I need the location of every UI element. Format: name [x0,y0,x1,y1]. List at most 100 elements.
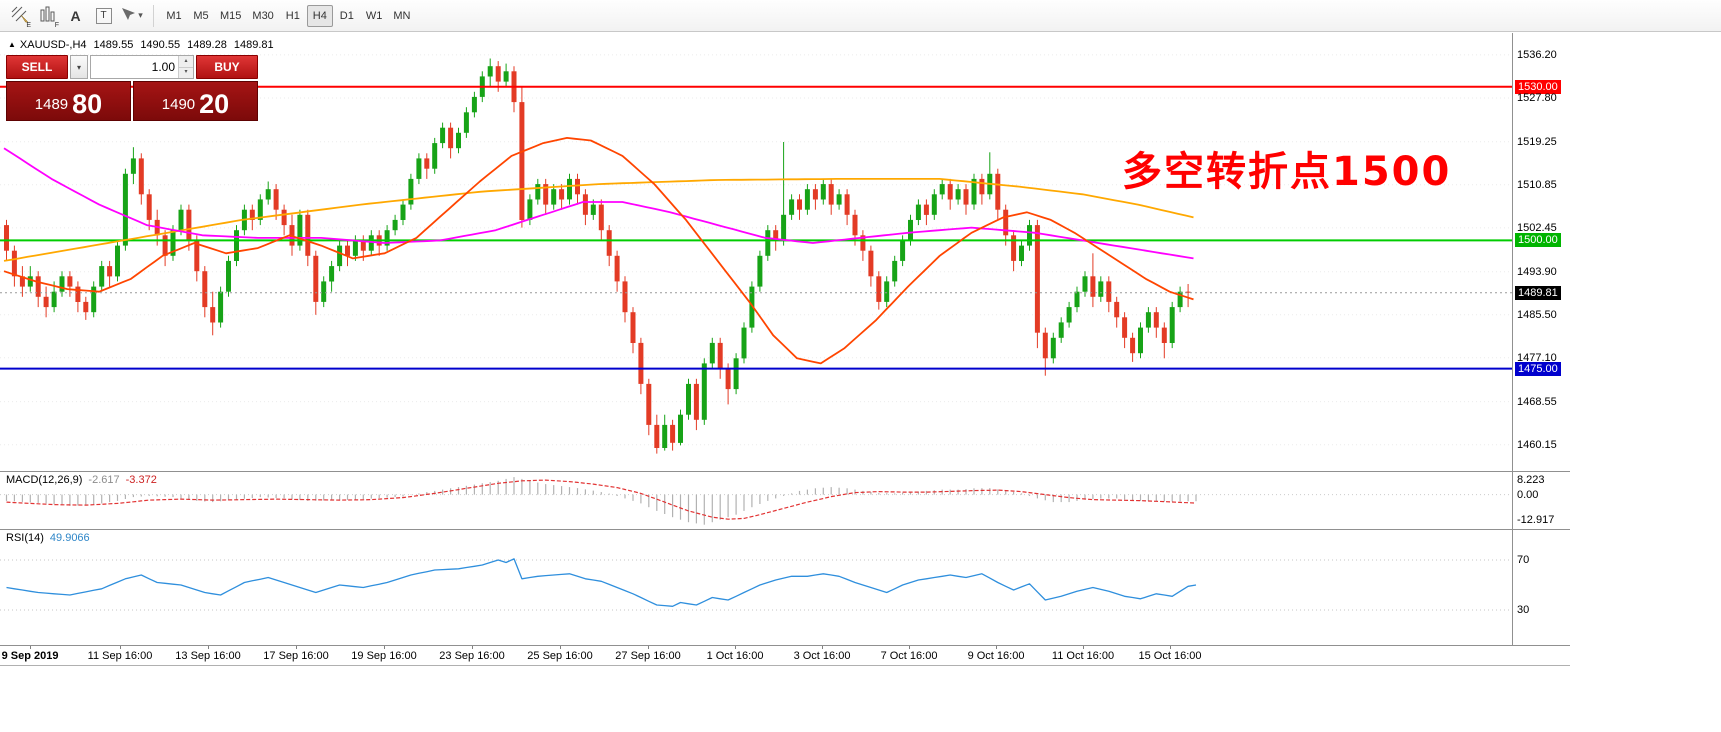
buy-button[interactable]: BUY [196,55,258,79]
price-axis-border [1512,33,1513,666]
time-tick [30,646,31,649]
main-chart[interactable]: ▲ XAUUSD-,H4 1489.55 1490.55 1489.28 1489.81 … [0,33,1512,471]
symbol-period-label: XAUUSD-,H4 [19,39,87,51]
time-axis-label: 13 Sep 16:00 [175,650,241,662]
time-tick [208,646,209,649]
open-value: 1489.55 [93,39,134,51]
timeframe-m15-button[interactable]: M15 [215,5,246,27]
time-tick [120,646,121,649]
axis-label: 1493.90 [1517,266,1557,278]
ask-price-main: 1490 [161,96,196,113]
axis-label: 1510.85 [1517,179,1557,191]
text-box-icon: T [95,7,112,24]
timeframe-mn-button[interactable]: MN [388,5,415,27]
volume-box: ▴ ▾ [90,55,194,79]
time-axis-label: 27 Sep 16:00 [615,650,681,662]
text-label-tool-button[interactable]: A [62,3,89,29]
chart-annotation-text: 多空转折点1500 [1122,149,1452,195]
time-tick [1083,646,1084,649]
chart-symbol-header: ▲ XAUUSD-,H4 1489.55 1490.55 1489.28 1489.81 [8,39,281,51]
axis-label: 1527.80 [1517,92,1557,104]
timeframe-group: M1 M5 M15 M30 H1 H4 D1 W1 MN [161,4,416,27]
time-tick [472,646,473,649]
time-axis-label: 25 Sep 16:00 [527,650,593,662]
volume-input[interactable] [91,56,178,78]
macd-label: MACD(12,26,9) -2.617 -3.372 [6,474,163,486]
candlestick-chart[interactable] [0,33,1512,471]
macd-name: MACD(12,26,9) [6,474,83,486]
timeframe-w1-button[interactable]: W1 [361,5,388,27]
time-axis-label: 15 Oct 16:00 [1138,650,1202,662]
axis-label: 1485.50 [1517,309,1557,321]
axis-label: 1519.25 [1517,136,1557,148]
axis-label: 1530.00 [1515,80,1561,94]
time-tick [909,646,910,649]
collapse-panel-icon[interactable]: ▲ [8,40,16,49]
ask-price-button[interactable]: 1490 20 [133,81,258,121]
line-studies-icon [10,5,30,26]
timeframe-m5-button[interactable]: M5 [188,5,214,27]
timeframe-h4-button[interactable]: H4 [306,4,333,27]
time-tick [384,646,385,649]
chevron-down-icon: ▾ [138,10,143,20]
low-value: 1489.28 [187,39,227,51]
one-click-trade-panel: SELL ▾ ▴ ▾ BUY 1489 80 1490 20 [6,55,258,121]
price-axis[interactable]: 1536.20 1530.00 1527.80 1519.25 1510.85 1502.… [1513,0,1583,666]
time-axis-label: 11 Sep 16:00 [87,650,153,662]
toolbar: E F A T ▾ M1 M5 M15 M30 H1 H4 D1 W1 MN [0,0,1721,32]
axis-label: 70 [1517,554,1530,566]
indicator-grid-icon-button[interactable]: F [34,3,61,29]
axis-label: -12.917 [1517,514,1555,526]
timeframe-m1-button[interactable]: M1 [161,5,187,27]
bid-price-button[interactable]: 1489 80 [6,81,131,121]
panel-divider[interactable] [0,471,1570,472]
text-box-tool-button[interactable]: T [90,3,117,29]
time-axis-label: 7 Oct 16:00 [880,650,938,662]
subscript-e: E [26,21,31,29]
time-axis-label: 9 Oct 16:00 [967,650,1025,662]
toolbar-separator [153,4,154,27]
panel-divider[interactable] [0,529,1570,530]
axis-label: 1475.00 [1515,362,1561,376]
time-axis-label: 17 Sep 16:00 [263,650,329,662]
timeframe-h1-button[interactable]: H1 [280,5,306,27]
timeframe-m30-button[interactable]: M30 [247,5,278,27]
axis-label: 1477.10 [1517,352,1557,364]
close-value: 1489.81 [233,39,274,51]
time-axis-label: 1 Oct 16:00 [706,650,764,662]
time-tick [1170,646,1171,649]
time-axis-label: 19 Sep 16:00 [351,650,417,662]
text-label-icon: A [70,7,81,24]
volume-dropdown-button[interactable]: ▾ [70,55,88,79]
high-value: 1490.55 [140,39,181,51]
objects-icon [120,6,136,25]
axis-label: 8.223 [1517,474,1545,486]
axis-label: 1468.55 [1517,396,1557,408]
sell-button[interactable]: SELL [6,55,68,79]
volume-increase-button[interactable]: ▴ [179,56,193,68]
timeframe-d1-button[interactable]: D1 [334,5,360,27]
rsi-value: 49.9066 [49,532,90,544]
rsi-name: RSI(14) [6,532,44,544]
time-axis-label: 9 Sep 2019 [1,650,59,662]
macd-panel[interactable] [0,472,1512,529]
bid-price-main: 1489 [34,96,69,113]
ask-price-pips: 20 [199,88,230,119]
axis-label: 1502.45 [1517,222,1557,234]
bid-price-pips: 80 [72,88,103,119]
objects-tool-button[interactable]: ▾ [118,3,145,29]
time-axis[interactable]: 9 Sep 2019 11 Sep 16:00 13 Sep 16:00 17 Sep… [0,645,1570,666]
line-studies-icon-button[interactable]: E [6,3,33,29]
indicator-grid-icon [39,5,57,26]
rsi-panel[interactable] [0,530,1512,645]
time-axis-label: 3 Oct 16:00 [793,650,851,662]
axis-label: 1500.00 [1515,233,1561,247]
time-tick [735,646,736,649]
subscript-f: F [54,21,59,29]
axis-label: 1489.81 [1515,286,1561,300]
volume-decrease-button[interactable]: ▾ [179,67,193,78]
axis-label: 30 [1517,604,1530,616]
rsi-label: RSI(14) 49.9066 [6,532,96,544]
time-tick [560,646,561,649]
time-tick [996,646,997,649]
